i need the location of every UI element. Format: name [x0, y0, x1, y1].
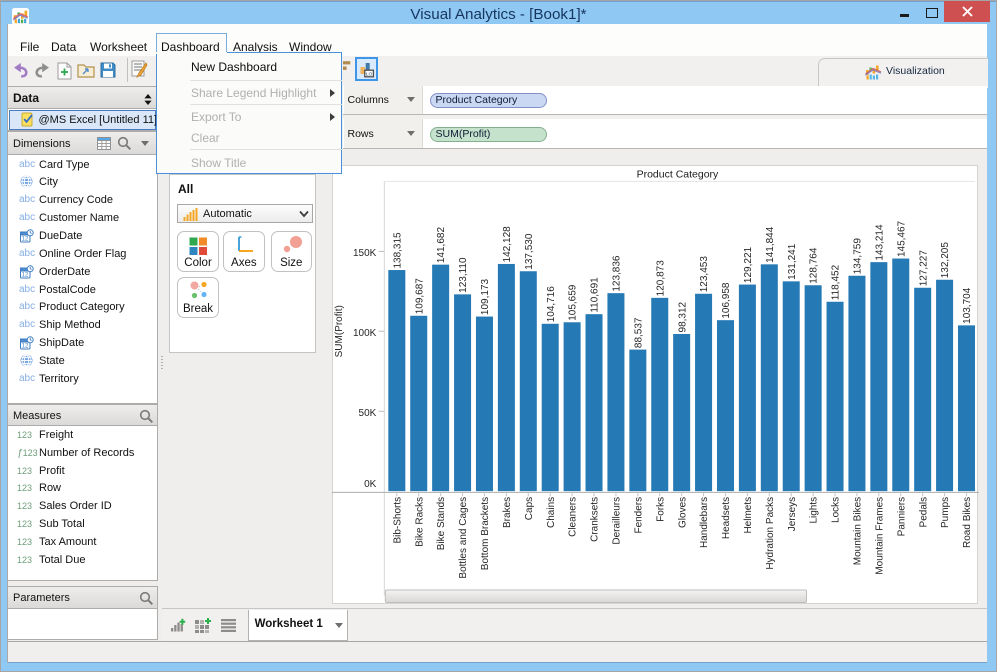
svg-text:Road Bikes: Road Bikes: [962, 497, 973, 548]
svg-text:Headsets: Headsets: [721, 497, 732, 539]
svg-text:0K: 0K: [364, 479, 377, 490]
svg-text:Bottles and Cages: Bottles and Cages: [458, 497, 469, 579]
svg-text:50K: 50K: [358, 408, 376, 419]
svg-text:Bike Stands: Bike Stands: [436, 497, 447, 550]
svg-text:128,764: 128,764: [808, 248, 819, 285]
svg-text:98,312: 98,312: [677, 302, 688, 333]
svg-text:Mountain Bikes: Mountain Bikes: [852, 497, 863, 565]
svg-text:Brakes: Brakes: [502, 497, 513, 528]
svg-text:Pedals: Pedals: [918, 497, 929, 528]
svg-text:123,453: 123,453: [699, 256, 710, 293]
svg-text:Cranksets: Cranksets: [589, 497, 600, 542]
svg-text:109,173: 109,173: [480, 279, 491, 316]
svg-text:Pumps: Pumps: [940, 497, 951, 528]
svg-text:Locks: Locks: [830, 497, 841, 523]
svg-text:Handlebars: Handlebars: [699, 497, 710, 548]
svg-text:Mountain Frames: Mountain Frames: [874, 497, 885, 575]
svg-text:88,537: 88,537: [633, 317, 644, 348]
svg-text:105,659: 105,659: [567, 285, 578, 322]
svg-text:143,214: 143,214: [874, 224, 885, 261]
svg-text:141,844: 141,844: [765, 227, 776, 264]
svg-text:127,227: 127,227: [918, 250, 929, 287]
svg-text:141,682: 141,682: [436, 227, 447, 264]
svg-text:137,530: 137,530: [524, 234, 535, 271]
svg-text:Derailleurs: Derailleurs: [611, 497, 622, 545]
svg-text:109,687: 109,687: [414, 278, 425, 315]
svg-text:12: 12: [22, 237, 29, 243]
svg-text:118,452: 118,452: [830, 265, 841, 301]
svg-text:142,128: 142,128: [502, 226, 513, 263]
svg-text:Chains: Chains: [545, 497, 556, 528]
svg-text:Panniers: Panniers: [896, 497, 907, 536]
svg-text:Jerseys: Jerseys: [787, 497, 798, 531]
svg-text:Gloves: Gloves: [677, 497, 688, 528]
svg-text:145,467: 145,467: [896, 221, 907, 258]
svg-text:123,836: 123,836: [611, 255, 622, 292]
svg-text:131,241: 131,241: [787, 244, 798, 281]
svg-text:Bib-Shorts: Bib-Shorts: [392, 497, 403, 544]
svg-text:Lights: Lights: [808, 497, 819, 524]
svg-text:100K: 100K: [353, 328, 377, 339]
svg-text:103,704: 103,704: [962, 288, 973, 325]
svg-text:LO: LO: [366, 71, 373, 77]
svg-text:Caps: Caps: [524, 497, 535, 520]
svg-text:110,691: 110,691: [589, 277, 600, 313]
svg-text:134,759: 134,759: [852, 238, 863, 275]
svg-text:12: 12: [22, 272, 29, 278]
svg-text:129,221: 129,221: [743, 247, 754, 284]
svg-text:138,315: 138,315: [392, 232, 403, 269]
svg-text:120,873: 120,873: [655, 260, 666, 297]
svg-text:123,110: 123,110: [458, 257, 469, 293]
svg-text:106,958: 106,958: [721, 282, 732, 319]
svg-text:12: 12: [22, 344, 29, 350]
svg-text:104,716: 104,716: [545, 286, 556, 323]
svg-text:Fenders: Fenders: [633, 497, 644, 534]
svg-text:SUM(Profit): SUM(Profit): [333, 306, 344, 358]
svg-text:Product Category: Product Category: [636, 169, 718, 181]
svg-text:Bike Racks: Bike Racks: [414, 497, 425, 547]
svg-text:Cleaners: Cleaners: [567, 497, 578, 537]
svg-text:Hydration Packs: Hydration Packs: [765, 497, 776, 570]
svg-text:132,205: 132,205: [940, 242, 951, 279]
svg-text:150K: 150K: [353, 248, 377, 259]
svg-text:Helmets: Helmets: [743, 497, 754, 534]
svg-text:Bottom Brackets: Bottom Brackets: [480, 497, 491, 570]
svg-text:Forks: Forks: [655, 497, 666, 522]
